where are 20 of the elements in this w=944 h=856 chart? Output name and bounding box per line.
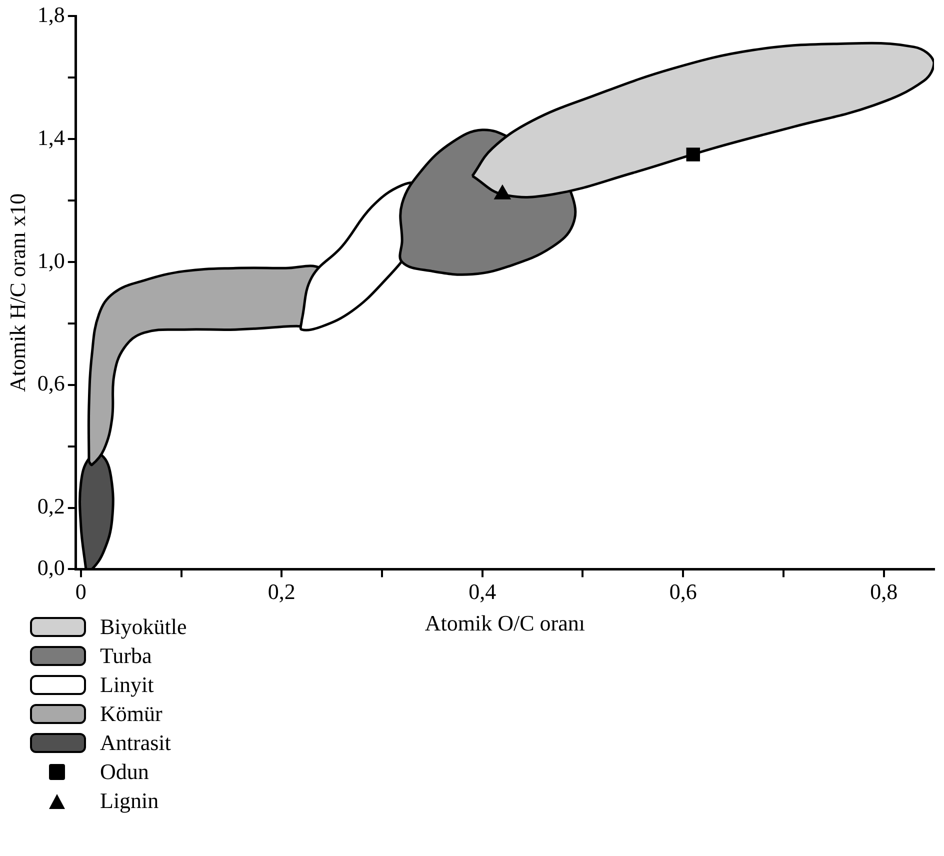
legend-label: Kömür (100, 700, 162, 728)
y-tick-label: 1,8 (37, 2, 65, 27)
legend-label: Lignin (100, 787, 159, 815)
x-tick-label: 0 (75, 579, 86, 604)
x-tick-label: 0,4 (468, 579, 496, 604)
y-tick-label: 0,0 (37, 554, 65, 580)
x-tick-label: 0,2 (268, 579, 296, 604)
legend-label: Linyit (100, 671, 154, 699)
legend-label: Odun (100, 758, 149, 786)
y-tick-label: 0,6 (37, 370, 65, 396)
y-tick-label: 0,2 (37, 494, 65, 519)
x-axis-title: Atomik O/C oranı (424, 610, 586, 636)
y-tick-label: 1,0 (37, 248, 65, 273)
y-axis-title: Atomik H/C oranı x10 (4, 193, 30, 392)
legend-label: Turba (100, 642, 152, 670)
legend-label: Antrasit (100, 729, 171, 757)
y-tick-label: 1,4 (37, 124, 65, 150)
x-tick-label: 0,8 (870, 579, 898, 604)
x-tick-label: 0,6 (669, 579, 697, 604)
legend-label: Biyokütle (100, 613, 187, 641)
